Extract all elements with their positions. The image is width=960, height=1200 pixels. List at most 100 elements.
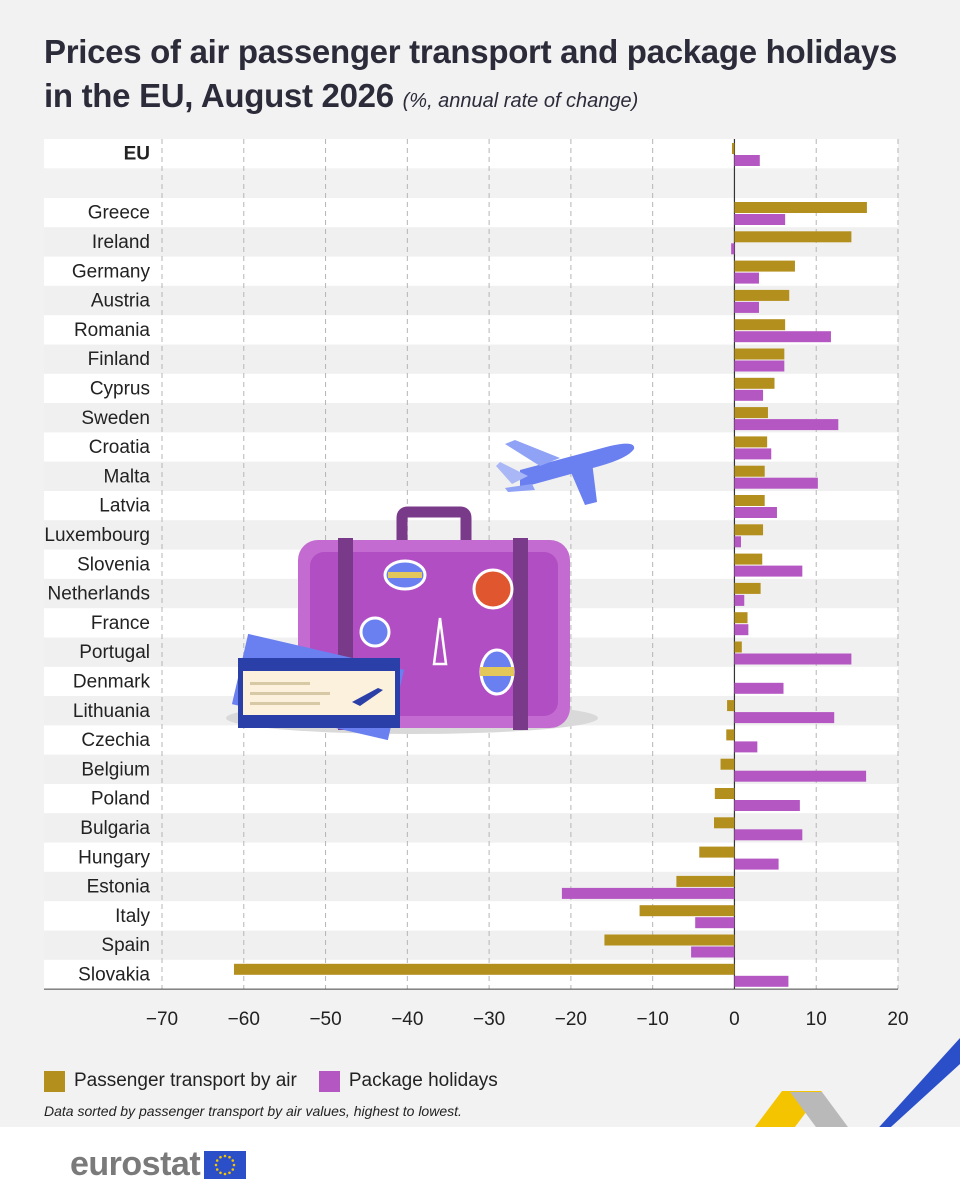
legend-swatch-air xyxy=(44,1070,65,1092)
eu-flag-icon xyxy=(204,1150,247,1179)
x-tick-label: −40 xyxy=(391,1009,423,1030)
bar-holidays xyxy=(734,331,831,343)
bar-holidays xyxy=(734,301,759,313)
x-tick-label: 10 xyxy=(806,1009,827,1030)
category-label: Estonia xyxy=(87,877,151,898)
chart-note: Data sorted by passenger transport by ai… xyxy=(44,1103,462,1119)
category-label: Latvia xyxy=(99,496,150,517)
bar-holidays xyxy=(734,653,852,665)
category-label: Czechia xyxy=(81,730,150,751)
row-band xyxy=(44,578,898,609)
bar-air xyxy=(734,641,742,653)
bar-air xyxy=(714,817,735,829)
category-label: Lithuania xyxy=(73,701,151,722)
bar-air xyxy=(734,377,775,389)
bar-air xyxy=(734,231,852,243)
category-label: Slovenia xyxy=(77,554,150,575)
x-tick-label: −70 xyxy=(146,1009,178,1030)
bar-air xyxy=(731,143,735,154)
bar-holidays xyxy=(734,448,772,460)
bar-holidays xyxy=(734,829,803,841)
x-tick-label: −20 xyxy=(555,1009,587,1030)
bar-holidays xyxy=(734,565,803,577)
category-label: Poland xyxy=(91,789,150,810)
row-band xyxy=(44,608,898,638)
category-label: Italy xyxy=(115,906,150,927)
bar-air xyxy=(726,729,735,741)
legend-label-air: Passenger transport by air xyxy=(74,1070,297,1091)
category-label: Germany xyxy=(72,261,151,282)
bar-holidays xyxy=(561,887,735,899)
category-label: Belgium xyxy=(81,759,150,780)
title-line-2: in the EU, August 2026 (%, annual rate o… xyxy=(44,77,639,114)
x-tick-label: −30 xyxy=(473,1009,505,1030)
bar-air xyxy=(233,963,735,975)
x-tick-label: −10 xyxy=(637,1009,669,1030)
row-band xyxy=(44,871,898,902)
bar-air xyxy=(699,846,735,858)
legend-label-holidays: Package holidays xyxy=(348,1070,498,1091)
bar-holidays xyxy=(734,712,835,724)
category-label: Denmark xyxy=(73,671,151,692)
bar-holidays xyxy=(691,946,735,958)
bar-holidays xyxy=(734,360,785,372)
row-band xyxy=(44,901,898,931)
category-label: Spain xyxy=(101,935,150,956)
bar-air xyxy=(734,260,795,272)
x-tick-label: −50 xyxy=(309,1009,341,1030)
bar-holidays xyxy=(734,975,789,987)
category-label: Portugal xyxy=(79,642,150,663)
bar-air xyxy=(734,289,790,301)
x-tick-label: 20 xyxy=(887,1009,908,1030)
bar-holidays xyxy=(734,858,779,870)
bar-air xyxy=(734,495,765,506)
category-label: Croatia xyxy=(89,437,151,458)
category-label: Netherlands xyxy=(48,584,150,605)
category-label: Hungary xyxy=(78,847,150,868)
bar-air xyxy=(734,319,786,331)
category-label: Greece xyxy=(88,203,150,224)
category-label: Cyprus xyxy=(90,378,150,399)
row-band xyxy=(44,930,898,960)
category-label: Slovakia xyxy=(78,964,150,985)
category-label: Romania xyxy=(74,320,150,341)
chart-legend: Passenger transport by air Package holid… xyxy=(44,1070,520,1092)
row-band xyxy=(44,520,898,550)
bar-air xyxy=(734,436,768,448)
bar-air xyxy=(734,553,763,565)
bar-air xyxy=(734,582,761,594)
bar-chart: −70 −60 −50 −40 −30 −20 −10 0 10 20 EU Greece Irelan… xyxy=(44,139,909,1030)
bar-holidays xyxy=(734,214,786,225)
category-label: France xyxy=(91,613,150,634)
bar-holidays xyxy=(734,155,760,166)
bar-air xyxy=(639,905,735,917)
category-label: Luxembourg xyxy=(44,525,150,546)
x-tick-label: −60 xyxy=(228,1009,260,1030)
category-label: Malta xyxy=(104,466,151,487)
bar-holidays xyxy=(734,800,800,811)
bar-air xyxy=(604,934,735,946)
bar-holidays xyxy=(734,741,758,753)
x-tick-label: 0 xyxy=(729,1009,740,1030)
chart-subtitle: (%, annual rate of change) xyxy=(402,90,639,112)
eurostat-logo: eurostat xyxy=(70,1145,247,1184)
legend-swatch-holidays xyxy=(318,1070,340,1092)
category-label: Sweden xyxy=(81,408,150,429)
bar-air xyxy=(734,202,867,213)
legend-item-holidays: Package holidays xyxy=(318,1070,498,1092)
category-label: Ireland xyxy=(92,232,150,253)
footer xyxy=(0,1127,960,1200)
bar-holidays xyxy=(734,624,749,636)
title-line-1: Prices of air passenger transport and pa… xyxy=(44,33,898,70)
bar-air xyxy=(734,348,785,360)
category-label: EU xyxy=(124,144,150,165)
category-label: Finland xyxy=(88,349,150,370)
bar-holidays xyxy=(734,536,741,548)
row-band xyxy=(44,139,898,169)
bar-air xyxy=(727,700,735,712)
bar-holidays xyxy=(734,682,784,694)
category-label: Bulgaria xyxy=(80,818,150,839)
bar-holidays xyxy=(734,507,777,518)
chart-title: Prices of air passenger transport and pa… xyxy=(44,30,924,123)
bar-holidays xyxy=(734,477,818,489)
